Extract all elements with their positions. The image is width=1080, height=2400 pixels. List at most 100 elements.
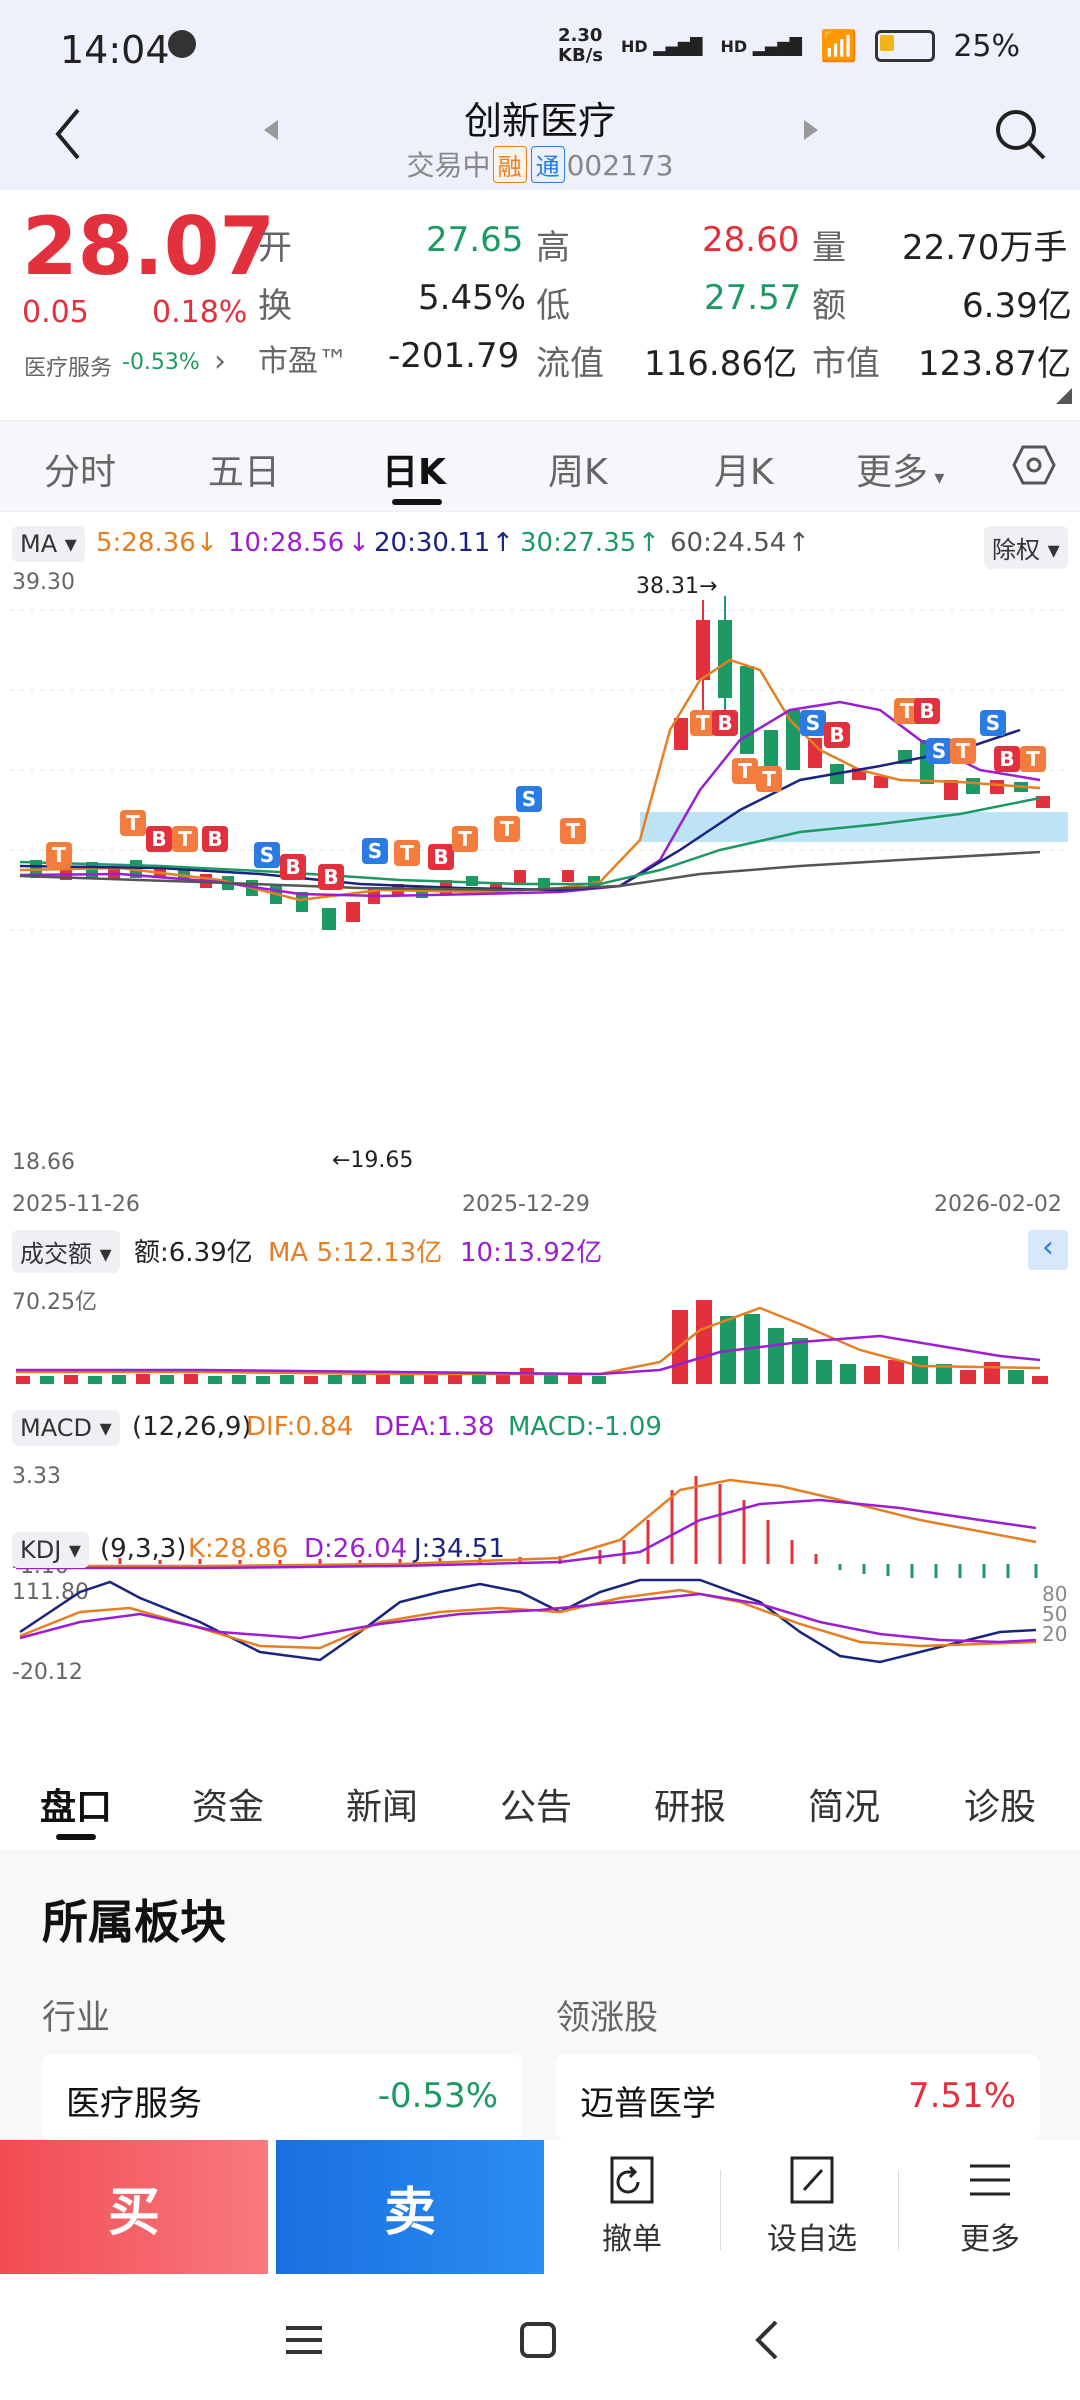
leader-change: 7.51%: [907, 2076, 1016, 2116]
tab-diagnosis[interactable]: 诊股: [964, 1787, 1037, 1828]
prev-stock-icon[interactable]: [262, 118, 282, 146]
action-bar: 买 卖 撤单 设自选 更多: [0, 2140, 1080, 2280]
svg-text:T: T: [1026, 747, 1040, 771]
cancel-order-button[interactable]: 撤单: [552, 2152, 712, 2258]
sector-name[interactable]: 医疗服务: [24, 356, 113, 381]
macd-chart: [16, 1476, 1038, 1578]
tab-more[interactable]: 更多 ▾: [856, 452, 945, 493]
svg-text:B: B: [717, 711, 732, 735]
back-icon[interactable]: [50, 104, 90, 160]
ma60-line: [19, 850, 1041, 892]
more-button[interactable]: 更多: [910, 2152, 1070, 2258]
active-tab-indicator: [392, 499, 442, 505]
svg-text:B: B: [151, 827, 166, 851]
industry-label: 行业: [42, 1998, 110, 2038]
kdj-level-50: 50: [1042, 1602, 1068, 1626]
recent-apps-icon[interactable]: [280, 2316, 328, 2364]
date-start: 2025-11-26: [12, 1192, 140, 1217]
volume-chart: [16, 1300, 1048, 1384]
svg-text:T: T: [762, 767, 776, 791]
amount-label: 额: [812, 286, 846, 326]
sector-chevron-icon[interactable]: ›: [214, 344, 226, 379]
stock-code: 002173: [566, 149, 674, 182]
kdj-j: J:34.51: [414, 1534, 505, 1564]
tab-news[interactable]: 新闻: [346, 1787, 419, 1828]
home-icon[interactable]: [514, 2316, 562, 2364]
ma5-arrow-icon: ↓: [196, 528, 218, 558]
svg-text:B: B: [285, 855, 300, 879]
kdj-y-top: 111.80: [12, 1580, 89, 1605]
back-nav-icon[interactable]: [744, 2316, 792, 2364]
ma-selector[interactable]: MA ▾: [12, 526, 85, 562]
adjust-selector[interactable]: 除权 ▾: [984, 526, 1068, 569]
expand-corner-icon[interactable]: [1056, 388, 1072, 404]
buy-button[interactable]: 买: [0, 2140, 268, 2274]
leader-card[interactable]: 迈普医学 7.51%: [556, 2054, 1040, 2140]
dea-line: [16, 1498, 1037, 1570]
status-icons: 2.30 KB/s HD ▂▄▆█ HD ▂▄▆█ 📶 25%: [558, 26, 1020, 66]
svg-text:T: T: [400, 841, 414, 865]
kline-chart[interactable]: T T B T B S B B S T B T T S T T B T T S …: [0, 570, 1080, 990]
svg-text:B: B: [433, 845, 448, 869]
volume-ma10: 10:13.92亿: [460, 1238, 603, 1268]
chart-area: MA ▾ 5:28.36 ↓ 10:28.56 ↓ 20:30.11 ↑ 30:…: [0, 510, 1080, 1760]
tab-daily-k[interactable]: 日K: [382, 452, 446, 493]
volume-ma5: MA 5:12.13亿: [268, 1238, 443, 1268]
ma10-arrow-icon: ↓: [348, 528, 370, 558]
macd-dif: DIF:0.84: [246, 1412, 354, 1442]
ma60-value: 60:24.54: [670, 528, 787, 558]
kdj-k-line: [19, 1588, 1037, 1650]
kdj-level-20: 20: [1042, 1622, 1068, 1646]
leader-name: 迈普医学: [580, 2084, 716, 2124]
low-value: 27.57: [704, 278, 802, 318]
search-icon[interactable]: [992, 106, 1048, 166]
collapse-panel-icon[interactable]: ‹: [1028, 1230, 1068, 1270]
svg-text:B: B: [323, 865, 338, 889]
kline-y-bottom: 18.66: [12, 1150, 75, 1175]
kdj-selector[interactable]: KDJ ▾: [12, 1532, 89, 1568]
tab-research[interactable]: 研报: [654, 1787, 727, 1828]
ma30-line: [19, 796, 1041, 886]
volume-y-top: 70.25亿: [12, 1290, 97, 1315]
status-time: 14:04: [60, 28, 170, 72]
kline-y-top: 39.30: [12, 570, 75, 595]
tab-capital[interactable]: 资金: [192, 1787, 265, 1828]
kdj-d-line: [19, 1592, 1037, 1644]
settings-hex-icon[interactable]: [1012, 443, 1056, 487]
leader-label: 领涨股: [556, 1998, 658, 2038]
ma10-value: 10:28.56: [228, 528, 345, 558]
pe-value: -201.79: [388, 336, 520, 376]
stock-header: 创新医疗 交易中融通 002173: [0, 90, 1080, 190]
tab-weekly-k[interactable]: 周K: [548, 452, 608, 493]
tab-profile[interactable]: 简况: [808, 1787, 881, 1828]
industry-card[interactable]: 医疗服务 -0.53%: [42, 2054, 522, 2140]
tab-announcements[interactable]: 公告: [500, 1787, 573, 1828]
kdj-y-bottom: -20.12: [12, 1660, 83, 1685]
macd-value: MACD:-1.09: [508, 1412, 662, 1442]
section-title: 所属板块: [42, 1895, 226, 1949]
kdj-j-line: [19, 1578, 1037, 1664]
svg-text:T: T: [458, 827, 472, 851]
add-watchlist-button[interactable]: 设自选: [732, 2152, 892, 2258]
kdj-params: (9,3,3): [100, 1534, 187, 1564]
date-end: 2026-02-02: [934, 1192, 1062, 1217]
battery-level: 25%: [953, 28, 1020, 64]
tab-intraday[interactable]: 分时: [44, 452, 117, 493]
sell-button[interactable]: 卖: [276, 2140, 544, 2274]
ma60-arrow-icon: ↑: [788, 528, 810, 558]
tab-five-day[interactable]: 五日: [208, 452, 281, 493]
sector-section: 所属板块 行业 领涨股 医疗服务 -0.53% 迈普医学 7.51%: [0, 1850, 1080, 2140]
next-stock-icon[interactable]: [800, 118, 820, 146]
tab-monthly-k[interactable]: 月K: [714, 452, 774, 493]
price-change: 0.05: [22, 295, 89, 330]
sector-change[interactable]: -0.53%: [122, 350, 200, 375]
macd-selector[interactable]: MACD ▾: [12, 1410, 120, 1446]
period-tabs: 分时 五日 日K 周K 月K 更多 ▾: [0, 420, 1080, 512]
volume-selector[interactable]: 成交额 ▾: [12, 1230, 120, 1273]
svg-text:T: T: [52, 843, 66, 867]
svg-text:B: B: [999, 747, 1014, 771]
margin-tag: 融: [492, 146, 527, 183]
edit-icon: [790, 2156, 834, 2204]
tab-orderbook[interactable]: 盘口: [40, 1787, 113, 1828]
active-info-tab-indicator: [56, 1834, 96, 1840]
